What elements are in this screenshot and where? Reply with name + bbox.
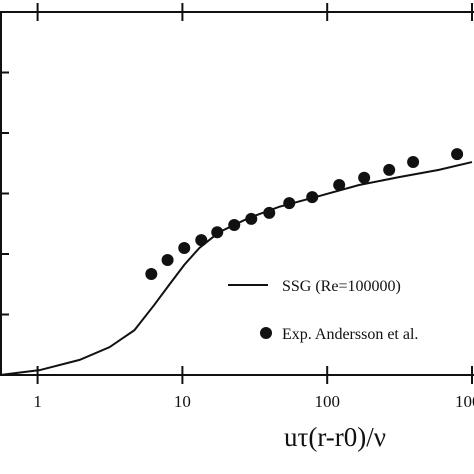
x-tick-label: 10 <box>174 392 191 411</box>
data-point <box>161 254 174 267</box>
x-tick-label: 1000 <box>455 392 474 411</box>
legend-swatch <box>260 327 272 339</box>
data-point <box>211 226 224 239</box>
data-point <box>383 163 396 176</box>
data-point <box>358 171 371 184</box>
data-point <box>451 148 464 161</box>
legend-label: SSG (Re=100000) <box>282 278 401 295</box>
x-axis-label: uτ(r-r0)/ν <box>284 422 386 452</box>
data-point <box>178 241 191 254</box>
data-point <box>195 234 208 247</box>
data-point <box>263 206 276 219</box>
legend-label: Exp. Andersson et al. <box>282 326 418 343</box>
data-point <box>245 212 258 225</box>
data-point <box>145 267 158 280</box>
series-line <box>0 161 473 376</box>
data-point <box>407 156 420 169</box>
data-point <box>306 191 319 204</box>
x-tick-label: 1 <box>33 392 42 411</box>
data-point <box>228 218 241 231</box>
x-tick-label: 100 <box>314 392 340 411</box>
data-point <box>333 179 346 192</box>
data-point <box>283 197 296 210</box>
